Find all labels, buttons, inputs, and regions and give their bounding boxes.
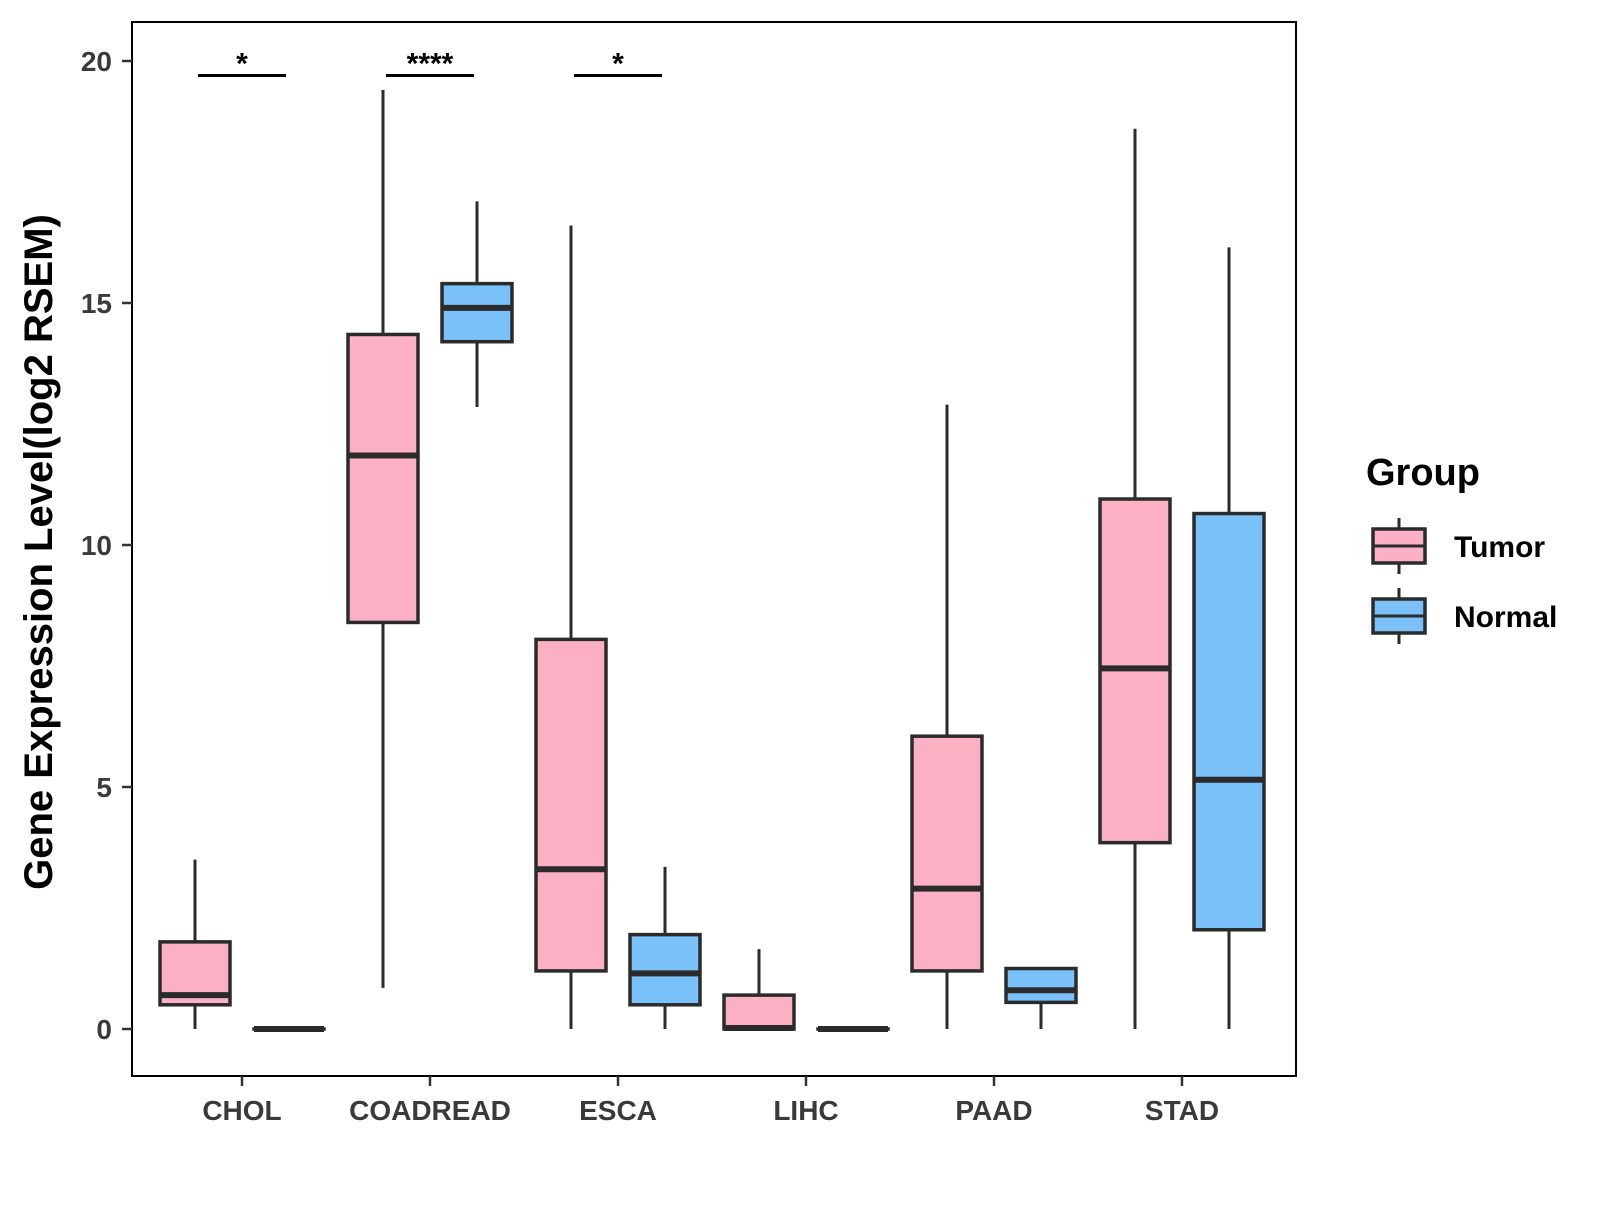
x-tick-label: STAD bbox=[1145, 1095, 1219, 1126]
x-tick-label: CHOL bbox=[202, 1095, 281, 1126]
y-tick-label: 15 bbox=[81, 288, 112, 319]
significance-label: * bbox=[236, 48, 248, 81]
legend-label: Normal bbox=[1454, 601, 1557, 634]
x-tick-label: LIHC bbox=[773, 1095, 838, 1126]
x-tick-label: COADREAD bbox=[349, 1095, 511, 1126]
box-iqr bbox=[1006, 969, 1076, 1003]
y-tick-label: 0 bbox=[96, 1014, 112, 1045]
box-iqr bbox=[630, 935, 700, 1005]
box-iqr bbox=[536, 639, 606, 971]
legend-label: Tumor bbox=[1454, 531, 1545, 564]
box-iqr bbox=[348, 334, 418, 622]
box-iqr bbox=[912, 736, 982, 971]
legend-title: Group bbox=[1366, 452, 1480, 494]
box-iqr bbox=[724, 995, 794, 1029]
x-tick-label: PAAD bbox=[955, 1095, 1032, 1126]
box-iqr bbox=[1194, 514, 1264, 930]
significance-label: **** bbox=[407, 48, 454, 81]
y-tick-label: 5 bbox=[96, 772, 112, 803]
box-iqr bbox=[442, 284, 512, 342]
y-tick-label: 10 bbox=[81, 530, 112, 561]
y-axis-title: Gene Expression Level(log2 RSEM) bbox=[17, 214, 61, 890]
y-tick-label: 20 bbox=[81, 46, 112, 77]
x-tick-label: ESCA bbox=[579, 1095, 657, 1126]
significance-label: * bbox=[612, 48, 624, 81]
